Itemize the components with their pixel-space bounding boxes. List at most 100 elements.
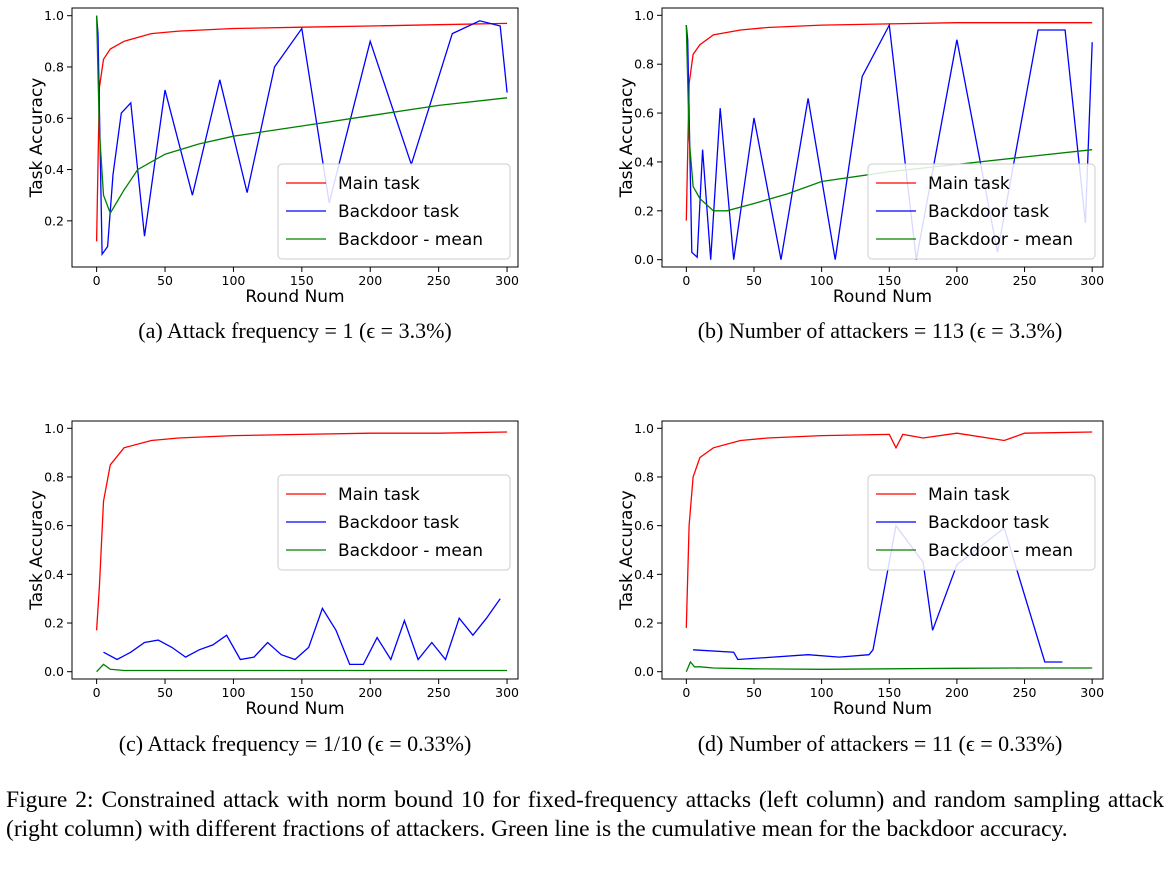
y-tick-label: 1.0 — [634, 421, 654, 436]
x-tick-label: 50 — [746, 273, 762, 288]
y-tick-label: 0.2 — [634, 203, 654, 218]
series-line-main — [685, 431, 1093, 628]
y-tick-label: 0.8 — [634, 57, 654, 72]
x-axis-label: Round Num — [245, 287, 344, 307]
series-line-backdoor — [103, 598, 501, 666]
legend: Main task Backdoor task Backdoor - mean — [867, 163, 1096, 260]
x-tick-label: 50 — [157, 273, 173, 288]
x-tick-label: 300 — [1080, 273, 1104, 288]
plot-frame — [71, 7, 519, 268]
y-tick-label: 0.0 — [634, 252, 654, 267]
x-tick-label: 150 — [290, 273, 314, 288]
series-line-mean — [96, 663, 508, 673]
y-tick-label: 0.6 — [44, 111, 64, 126]
chart-b: 0 50 100 150 200 250 300 0.0 0.2 0.4 0.6 0.8 1.0 Roun… — [617, 7, 1104, 307]
x-tick-label: 50 — [157, 685, 173, 700]
x-axis-label: Round Num — [245, 699, 344, 719]
y-tick-label: 0.6 — [634, 106, 654, 121]
x-tick-label: 200 — [945, 273, 969, 288]
y-tick-label: 1.0 — [44, 8, 64, 23]
subcaption-d: (d) Number of attackers = 11 (ϵ = 0.33%) — [697, 731, 1063, 756]
series-line-backdoor — [95, 15, 508, 257]
subcaption-b: (b) Number of attackers = 113 (ϵ = 3.3%) — [697, 318, 1063, 343]
legend: Main task Backdoor task Backdoor - mean — [867, 474, 1096, 571]
subcaption-c: (c) Attack frequency = 1/10 (ϵ = 0.33%) — [118, 731, 472, 756]
legend-label: Backdoor task — [928, 513, 1049, 533]
x-axis-label: Round Num — [833, 287, 932, 307]
series-line-backdoor — [685, 22, 1093, 260]
x-tick-label: 100 — [222, 685, 246, 700]
y-tick-label: 0.4 — [634, 154, 654, 169]
legend-label: Main task — [928, 485, 1010, 505]
x-tick-label: 150 — [290, 685, 314, 700]
y-axis-label: Task Accuracy — [617, 78, 637, 199]
x-tick-label: 200 — [945, 685, 969, 700]
x-tick-label: 0 — [682, 685, 690, 700]
y-tick-label: 0.6 — [44, 518, 64, 533]
legend-box — [867, 474, 1096, 571]
legend-label: Backdoor - mean — [338, 230, 483, 250]
legend-label: Backdoor task — [928, 202, 1049, 222]
legend-label: Backdoor - mean — [338, 541, 483, 561]
x-tick-label: 100 — [222, 273, 246, 288]
y-tick-label: 1.0 — [634, 8, 654, 23]
x-tick-label: 250 — [1013, 685, 1037, 700]
x-tick-label: 150 — [877, 685, 901, 700]
y-tick-label: 0.4 — [634, 567, 654, 582]
series-line-main — [95, 22, 508, 242]
x-tick-label: 150 — [877, 273, 901, 288]
chart-d: 0 50 100 150 200 250 300 0.0 0.2 0.4 0.6 0.8 1.0 Roun… — [617, 420, 1104, 719]
legend-label: Backdoor - mean — [928, 541, 1073, 561]
x-axis-label: Round Num — [833, 699, 932, 719]
y-tick-label: 0.2 — [44, 213, 64, 228]
legend: Main task Backdoor task Backdoor - mean — [277, 474, 511, 571]
legend-label: Backdoor - mean — [928, 230, 1073, 250]
y-tick-label: 0.6 — [634, 518, 654, 533]
legend-label: Backdoor task — [338, 513, 459, 533]
legend: Main task Backdoor task Backdoor - mean — [277, 163, 511, 260]
legend-box — [867, 163, 1096, 260]
series-line-mean — [95, 15, 508, 215]
x-tick-label: 50 — [746, 685, 762, 700]
subcaption-a: (a) Attack frequency = 1 (ϵ = 3.3%) — [138, 318, 452, 343]
y-tick-label: 1.0 — [44, 421, 64, 436]
x-tick-label: 200 — [358, 685, 382, 700]
y-axis-label: Task Accuracy — [27, 78, 47, 199]
x-tick-label: 200 — [358, 273, 382, 288]
legend-box — [277, 163, 511, 260]
y-tick-label: 0.8 — [44, 59, 64, 74]
series-line-main — [685, 22, 1093, 221]
series-line-mean — [685, 660, 1093, 672]
chart-c: 0 50 100 150 200 250 300 0.0 0.2 0.4 0.6 0.8 1.0 Roun… — [27, 420, 519, 719]
legend-label: Main task — [928, 174, 1010, 194]
x-tick-label: 250 — [427, 273, 451, 288]
y-tick-label: 0.0 — [634, 664, 654, 679]
x-tick-label: 300 — [1080, 685, 1104, 700]
legend-label: Main task — [338, 174, 420, 194]
x-tick-label: 0 — [93, 273, 101, 288]
y-tick-label: 0.0 — [44, 664, 64, 679]
legend-label: Main task — [338, 485, 420, 505]
y-axis-label: Task Accuracy — [617, 490, 637, 611]
y-tick-label: 0.2 — [634, 616, 654, 631]
y-tick-label: 0.4 — [44, 567, 64, 582]
y-tick-label: 0.2 — [44, 616, 64, 631]
y-tick-label: 0.8 — [44, 469, 64, 484]
x-tick-label: 100 — [810, 685, 834, 700]
chart-a: 0 50 100 150 200 250 300 0.2 0.4 0.6 0.8 1.0 Round N… — [27, 7, 519, 307]
x-tick-label: 300 — [495, 685, 519, 700]
figure-caption: Figure 2: Constrained attack with norm b… — [6, 787, 1164, 842]
x-tick-label: 250 — [427, 685, 451, 700]
plot-frame — [71, 420, 519, 680]
x-tick-label: 0 — [682, 273, 690, 288]
y-tick-label: 0.8 — [634, 469, 654, 484]
y-axis-label: Task Accuracy — [27, 490, 47, 611]
x-tick-label: 300 — [495, 273, 519, 288]
legend-box — [277, 474, 511, 571]
plot-frame — [661, 7, 1104, 268]
x-tick-label: 100 — [810, 273, 834, 288]
legend-label: Backdoor task — [338, 202, 459, 222]
plot-frame — [661, 420, 1104, 680]
x-tick-label: 0 — [93, 685, 101, 700]
